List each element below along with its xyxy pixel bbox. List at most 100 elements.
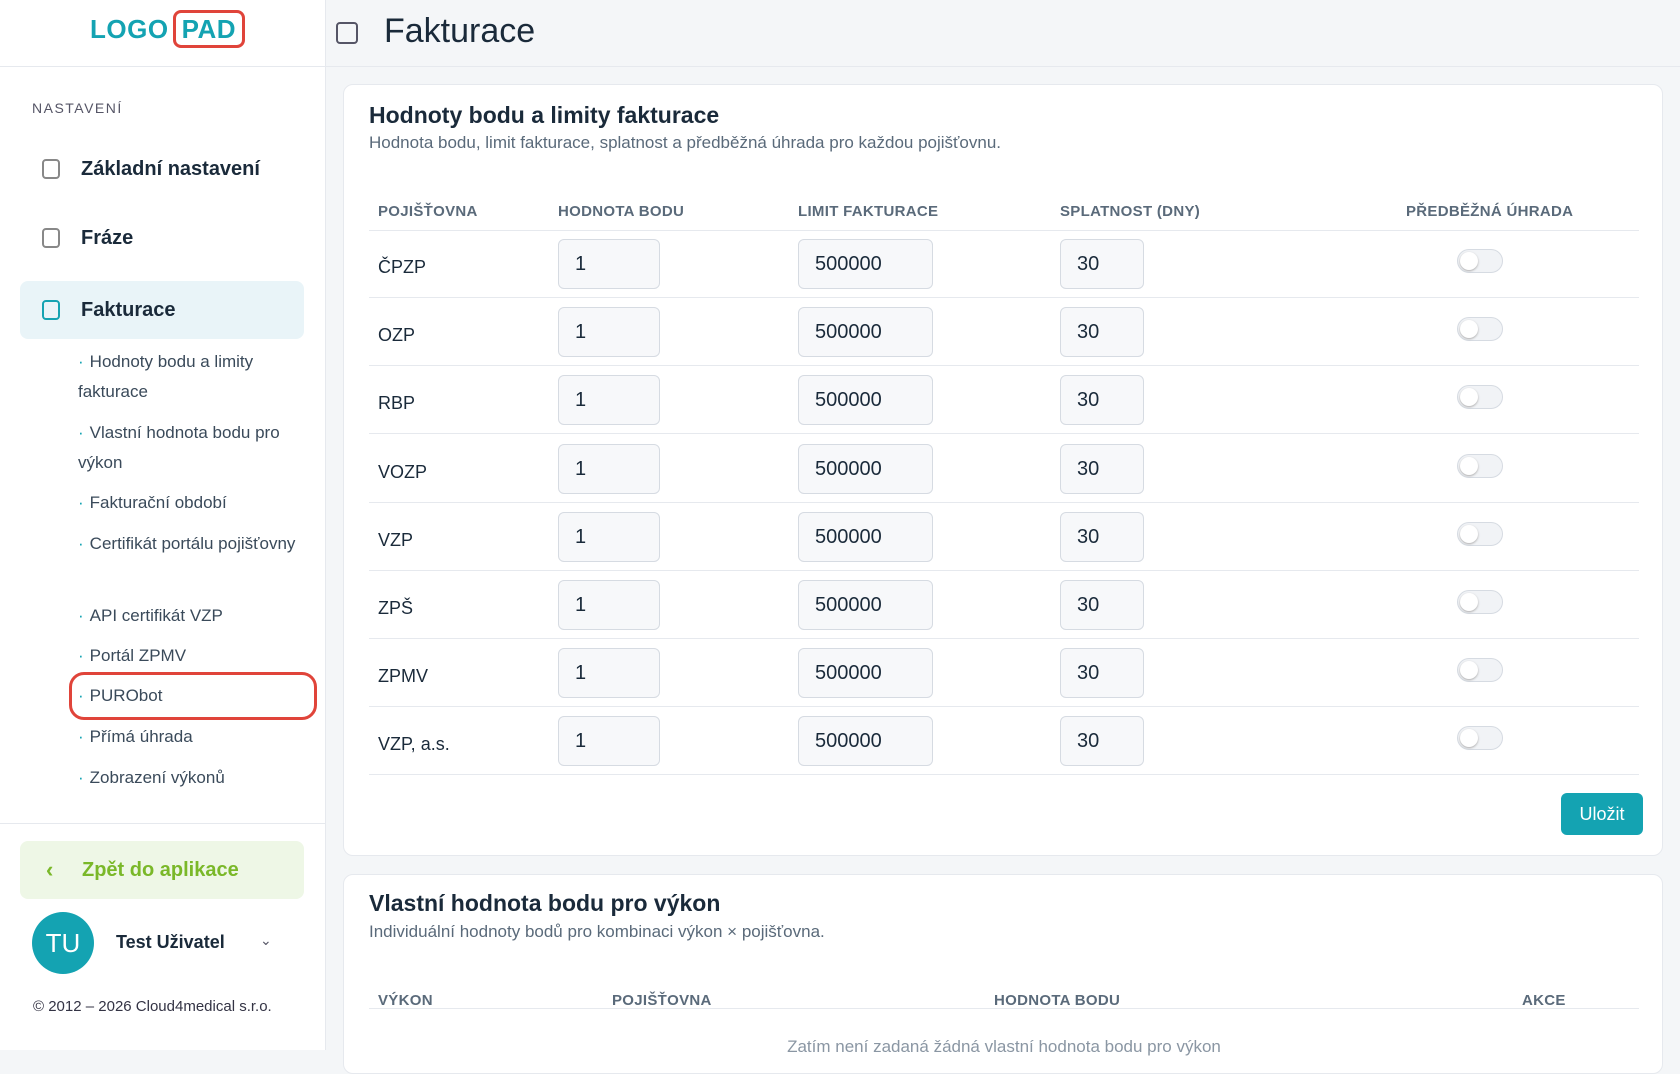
- input-field[interactable]: 500000: [798, 443, 933, 494]
- nav-item[interactable]: Fráze: [20, 209, 304, 267]
- input-field[interactable]: 500000: [798, 716, 933, 767]
- divider: [369, 501, 1639, 503]
- back-icon: ‹: [46, 857, 54, 882]
- input-field[interactable]: 1: [558, 716, 660, 767]
- empty-state: Zatím není zadaná žádná vlastní hodnota …: [787, 1037, 1221, 1056]
- save-button[interactable]: Uložit: [1561, 793, 1643, 835]
- back-button[interactable]: ‹ Zpět do aplikace: [20, 841, 304, 899]
- logo-left: LOGO: [90, 14, 169, 44]
- divider: [369, 365, 1639, 367]
- insurer-name: RBP: [378, 393, 416, 414]
- column-header: POJIŠŤOVNA: [612, 992, 712, 1009]
- input-field[interactable]: 500000: [798, 580, 933, 630]
- subnav-item[interactable]: Zobrazení výkonů: [78, 763, 308, 793]
- sidebar: LOGO PAD NASTAVENÍ ‹ Zpět do aplikace TU T…: [0, 0, 326, 1050]
- input-field[interactable]: 30: [1060, 580, 1144, 630]
- insurer-name: VZP, a.s.: [378, 734, 450, 755]
- collapse-toggle[interactable]: [336, 22, 358, 44]
- divider: [326, 66, 1680, 67]
- nav-icon: [42, 300, 60, 320]
- input-field[interactable]: 30: [1060, 375, 1144, 426]
- divider: [369, 569, 1639, 571]
- column-header: SPLATNOST (DNY): [1060, 203, 1201, 220]
- card-title: Vlastní hodnota bodu pro výkon: [369, 890, 721, 916]
- column-header: HODNOTA BODU: [994, 992, 1121, 1009]
- insurer-name: ČPZP: [378, 257, 427, 277]
- column-header: AKCE: [1522, 992, 1566, 1009]
- input-field[interactable]: 1: [558, 375, 660, 426]
- toggle[interactable]: [1457, 658, 1503, 683]
- insurer-name: VZP: [378, 529, 414, 550]
- subnav-item[interactable]: Certifikát portálu pojišťovny: [78, 529, 308, 559]
- app: LOGO PAD NASTAVENÍ ‹ Zpět do aplikace TU T…: [0, 0, 1680, 1050]
- input-field[interactable]: 500000: [798, 375, 933, 426]
- subnav-item[interactable]: PURObot: [69, 672, 317, 720]
- page-title: Fakturace: [384, 12, 536, 50]
- subnav-item[interactable]: Hodnoty bodu a limity fakturace: [78, 347, 308, 407]
- nav-icon: [42, 159, 60, 179]
- card-title: Hodnoty bodu a limity fakturace: [369, 102, 720, 128]
- column-header: POJIŠŤOVNA: [378, 203, 478, 220]
- input-field[interactable]: 1: [558, 580, 660, 630]
- logo-right: PAD: [172, 10, 246, 48]
- copyright: © 2012 – 2026 Cloud4medical s.r.o.: [33, 998, 272, 1015]
- subnav-item[interactable]: Vlastní hodnota bodu pro výkon: [78, 418, 308, 478]
- subnav-item[interactable]: Přímá úhrada: [78, 722, 308, 752]
- card-subtitle: Hodnota bodu, limit fakturace, splatnost…: [369, 133, 1001, 152]
- input-field[interactable]: 30: [1060, 511, 1144, 562]
- card-custom: Vlastní hodnota bodu pro výkon Individuá…: [343, 874, 1663, 1074]
- insurer-name: ZPMV: [378, 666, 429, 687]
- nav-label: Fráze: [81, 227, 134, 249]
- card-subtitle: Individuální hodnoty bodů pro kombinaci …: [369, 922, 825, 941]
- insurer-name: OZP: [378, 325, 416, 346]
- input-field[interactable]: 1: [558, 239, 660, 289]
- subnav-item[interactable]: Fakturační období: [78, 488, 308, 518]
- toggle[interactable]: [1457, 385, 1503, 410]
- divider: [369, 297, 1639, 298]
- input-field[interactable]: 1: [558, 443, 660, 494]
- user-chevron[interactable]: ⌄: [260, 932, 272, 948]
- insurer-name: VOZP: [378, 461, 428, 482]
- input-field[interactable]: 30: [1060, 716, 1144, 767]
- page: Fakturace {"logo":{"left":"LOGO","right"…: [0, 0, 1680, 1050]
- input-field[interactable]: 500000: [798, 648, 933, 699]
- card-limits: Hodnoty bodu a limity fakturace Hodnota …: [343, 84, 1663, 856]
- user-name[interactable]: Test Uživatel: [116, 932, 225, 952]
- column-header: LIMIT FAKTURACE: [798, 203, 939, 220]
- nav-label: Základní nastavení: [81, 158, 260, 180]
- avatar[interactable]: TU: [32, 912, 94, 974]
- column-header: PŘEDBĚŽNÁ ÚHRADA: [1406, 203, 1574, 220]
- logo: LOGO PAD: [90, 10, 246, 48]
- input-field[interactable]: 500000: [798, 511, 933, 562]
- input-field[interactable]: 1: [558, 648, 660, 699]
- toggle[interactable]: [1457, 453, 1503, 478]
- divider: [0, 66, 326, 67]
- column-header: HODNOTA BODU: [558, 203, 685, 220]
- divider: [369, 433, 1639, 435]
- divider: [369, 1008, 1639, 1009]
- input-field[interactable]: 30: [1060, 239, 1144, 289]
- divider: [369, 638, 1639, 639]
- divider: [369, 774, 1639, 776]
- input-field[interactable]: 30: [1060, 443, 1144, 494]
- toggle[interactable]: [1457, 521, 1503, 546]
- main: Fakturace Hodnoty bodu a limity fakturac…: [326, 0, 1680, 1074]
- input-field[interactable]: 1: [558, 307, 660, 358]
- toggle[interactable]: [1457, 249, 1503, 273]
- input-field[interactable]: 1: [558, 511, 660, 562]
- subnav-item[interactable]: API certifikát VZP: [78, 601, 308, 631]
- column-header: VÝKON: [378, 992, 433, 1009]
- toggle[interactable]: [1457, 726, 1503, 751]
- nav-label: Fakturace: [81, 299, 176, 321]
- nav-item[interactable]: Základní nastavení: [20, 140, 304, 198]
- input-field[interactable]: 30: [1060, 307, 1144, 358]
- subnav-item[interactable]: Portál ZPMV: [78, 641, 308, 671]
- nav-item[interactable]: Fakturace: [20, 281, 304, 339]
- input-field[interactable]: 30: [1060, 648, 1144, 699]
- nav-icon: [42, 228, 60, 248]
- toggle[interactable]: [1457, 317, 1503, 342]
- input-field[interactable]: 500000: [798, 307, 933, 358]
- input-field[interactable]: 500000: [798, 239, 933, 289]
- divider: [0, 823, 326, 824]
- toggle[interactable]: [1457, 590, 1503, 614]
